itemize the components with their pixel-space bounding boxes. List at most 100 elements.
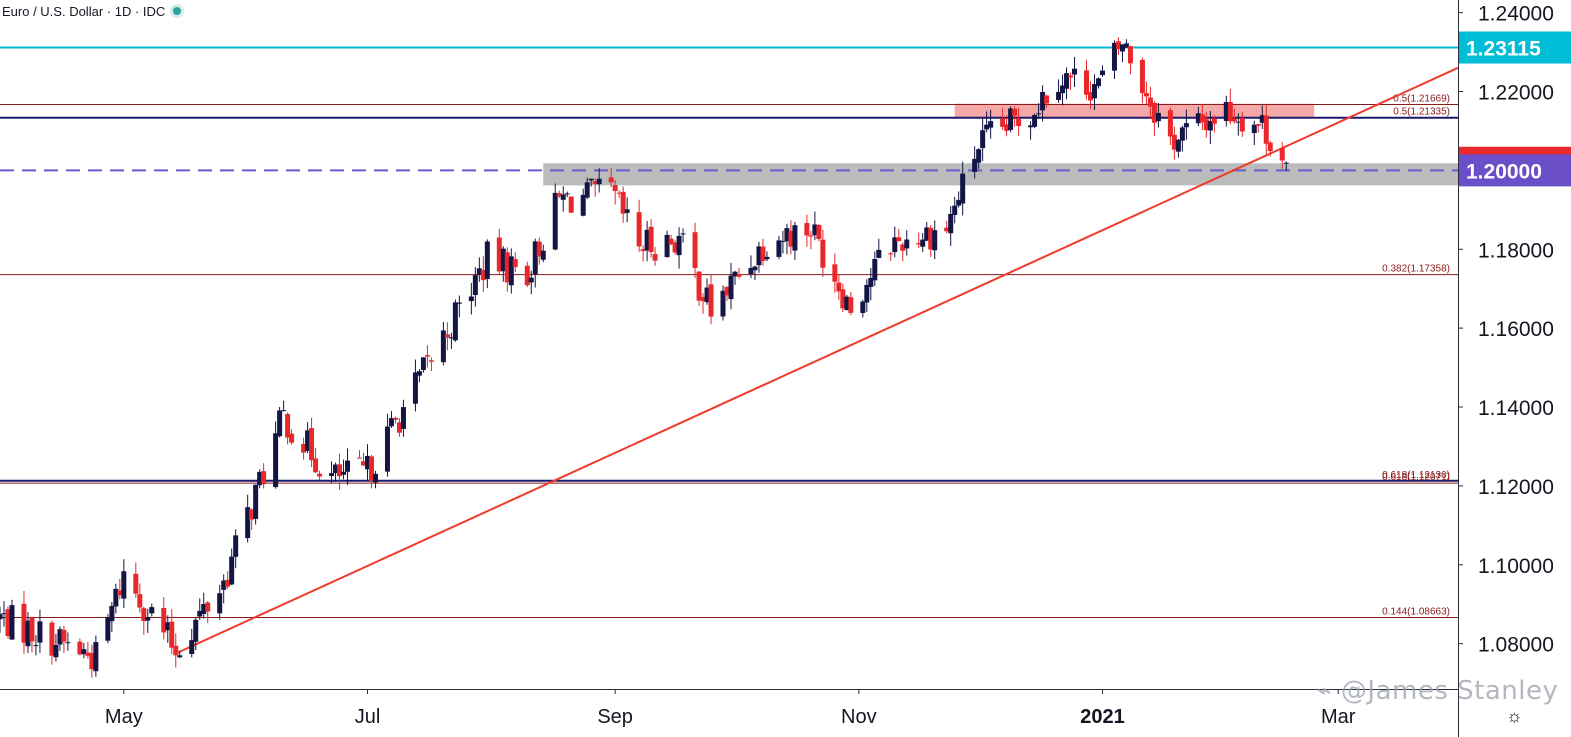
candle-body [189, 640, 195, 655]
candle-body [1040, 92, 1046, 111]
candle-body [1223, 101, 1229, 121]
candle-body [412, 372, 418, 404]
candle-body [536, 241, 542, 257]
candle-body [476, 268, 482, 275]
candle-body [392, 417, 398, 420]
candle-body [388, 418, 394, 427]
candle-body [1255, 124, 1261, 126]
candle-body [644, 229, 650, 251]
candle-body [596, 178, 602, 185]
candle-body [49, 622, 55, 656]
candle-body [428, 360, 434, 362]
candle-body [281, 410, 287, 412]
candle-body [1000, 118, 1006, 127]
candle-body [624, 209, 630, 213]
candle-body [472, 275, 478, 296]
candle-body [972, 158, 978, 172]
candle-body [944, 227, 950, 232]
candle-body [201, 604, 207, 614]
candle-body [764, 256, 770, 260]
symbol-name[interactable]: Euro / U.S. Dollar [2, 3, 104, 19]
candle-body [301, 444, 307, 453]
candle-body [1088, 92, 1094, 101]
header-separator: · [103, 3, 115, 19]
candle-body [85, 652, 91, 656]
candle-body [313, 458, 319, 473]
candle-body [504, 252, 510, 283]
candle-body [253, 484, 259, 519]
candle-body [21, 603, 27, 643]
candle-body [724, 286, 730, 296]
fib-level-label: 0.5(1.21669) [1393, 94, 1450, 105]
candle-body [1203, 119, 1209, 131]
price-tick-label: 1.22000 [1478, 81, 1554, 104]
candle-body [173, 645, 179, 656]
candle-body [804, 223, 810, 236]
candle-body [25, 620, 31, 647]
candle-body [468, 296, 474, 302]
candle-body [1227, 102, 1233, 122]
candle-body [249, 509, 255, 520]
candle-body [1072, 68, 1078, 75]
candle-body [217, 593, 223, 614]
candle-body [952, 205, 958, 216]
time-tick-label: May [105, 706, 143, 728]
candle-body [57, 629, 63, 645]
candle-body [345, 460, 351, 472]
candle-body [844, 296, 850, 310]
candle-body [832, 264, 838, 282]
time-tick-label: Jul [355, 706, 381, 728]
candle-body [1016, 118, 1022, 127]
candle-body [1155, 112, 1161, 122]
candle-body [65, 642, 71, 644]
candle-body [400, 407, 406, 429]
interval-label[interactable]: 1D [114, 3, 132, 19]
candle-body [361, 461, 367, 466]
price-tick-label: 1.16000 [1478, 318, 1554, 341]
candle-body [816, 224, 822, 239]
candle-body [500, 248, 506, 272]
price-tag [1459, 154, 1571, 187]
candle-body [145, 617, 151, 621]
candle-body [117, 590, 123, 596]
candle-body [1179, 127, 1185, 141]
watermark: ⌁ @James Stanley [1316, 676, 1558, 706]
candle-body [888, 253, 894, 255]
price-tick-label: 1.24000 [1478, 3, 1554, 26]
candle-body [329, 473, 335, 477]
candle-body [652, 253, 658, 261]
candle-body [289, 433, 295, 443]
candle-body [1195, 113, 1201, 124]
candle-body [440, 330, 446, 363]
candle-body [9, 605, 15, 640]
price-tick-label: 1.10000 [1478, 555, 1554, 578]
candle-body [1, 613, 7, 615]
candle-body [876, 249, 882, 258]
candle-body [1183, 123, 1189, 128]
candle-body [372, 473, 378, 483]
candle-body [1231, 118, 1237, 122]
candle-body [792, 225, 798, 251]
candle-body [261, 471, 267, 485]
fib-level-label: 0.5(1.21335) [1393, 107, 1450, 118]
candle-body [245, 507, 251, 539]
candle-body [1123, 43, 1129, 48]
price-tag-label: 1.23115 [1466, 38, 1541, 61]
candle-body [872, 258, 878, 281]
candle-body [948, 213, 954, 234]
settings-gear-icon[interactable]: ☼ [1506, 706, 1523, 726]
candle-body [680, 233, 686, 235]
candle-body [229, 556, 235, 585]
candle-body [776, 240, 782, 257]
time-tick-label: Sep [597, 706, 633, 728]
candle-body [820, 239, 826, 268]
candle-body [620, 191, 626, 214]
candle-body [1064, 73, 1070, 89]
candle-body [904, 239, 910, 249]
candle-body [424, 355, 430, 357]
candle-body [784, 228, 790, 242]
candle-body [337, 464, 343, 477]
candle-body [1008, 108, 1014, 130]
candle-body [672, 242, 678, 253]
